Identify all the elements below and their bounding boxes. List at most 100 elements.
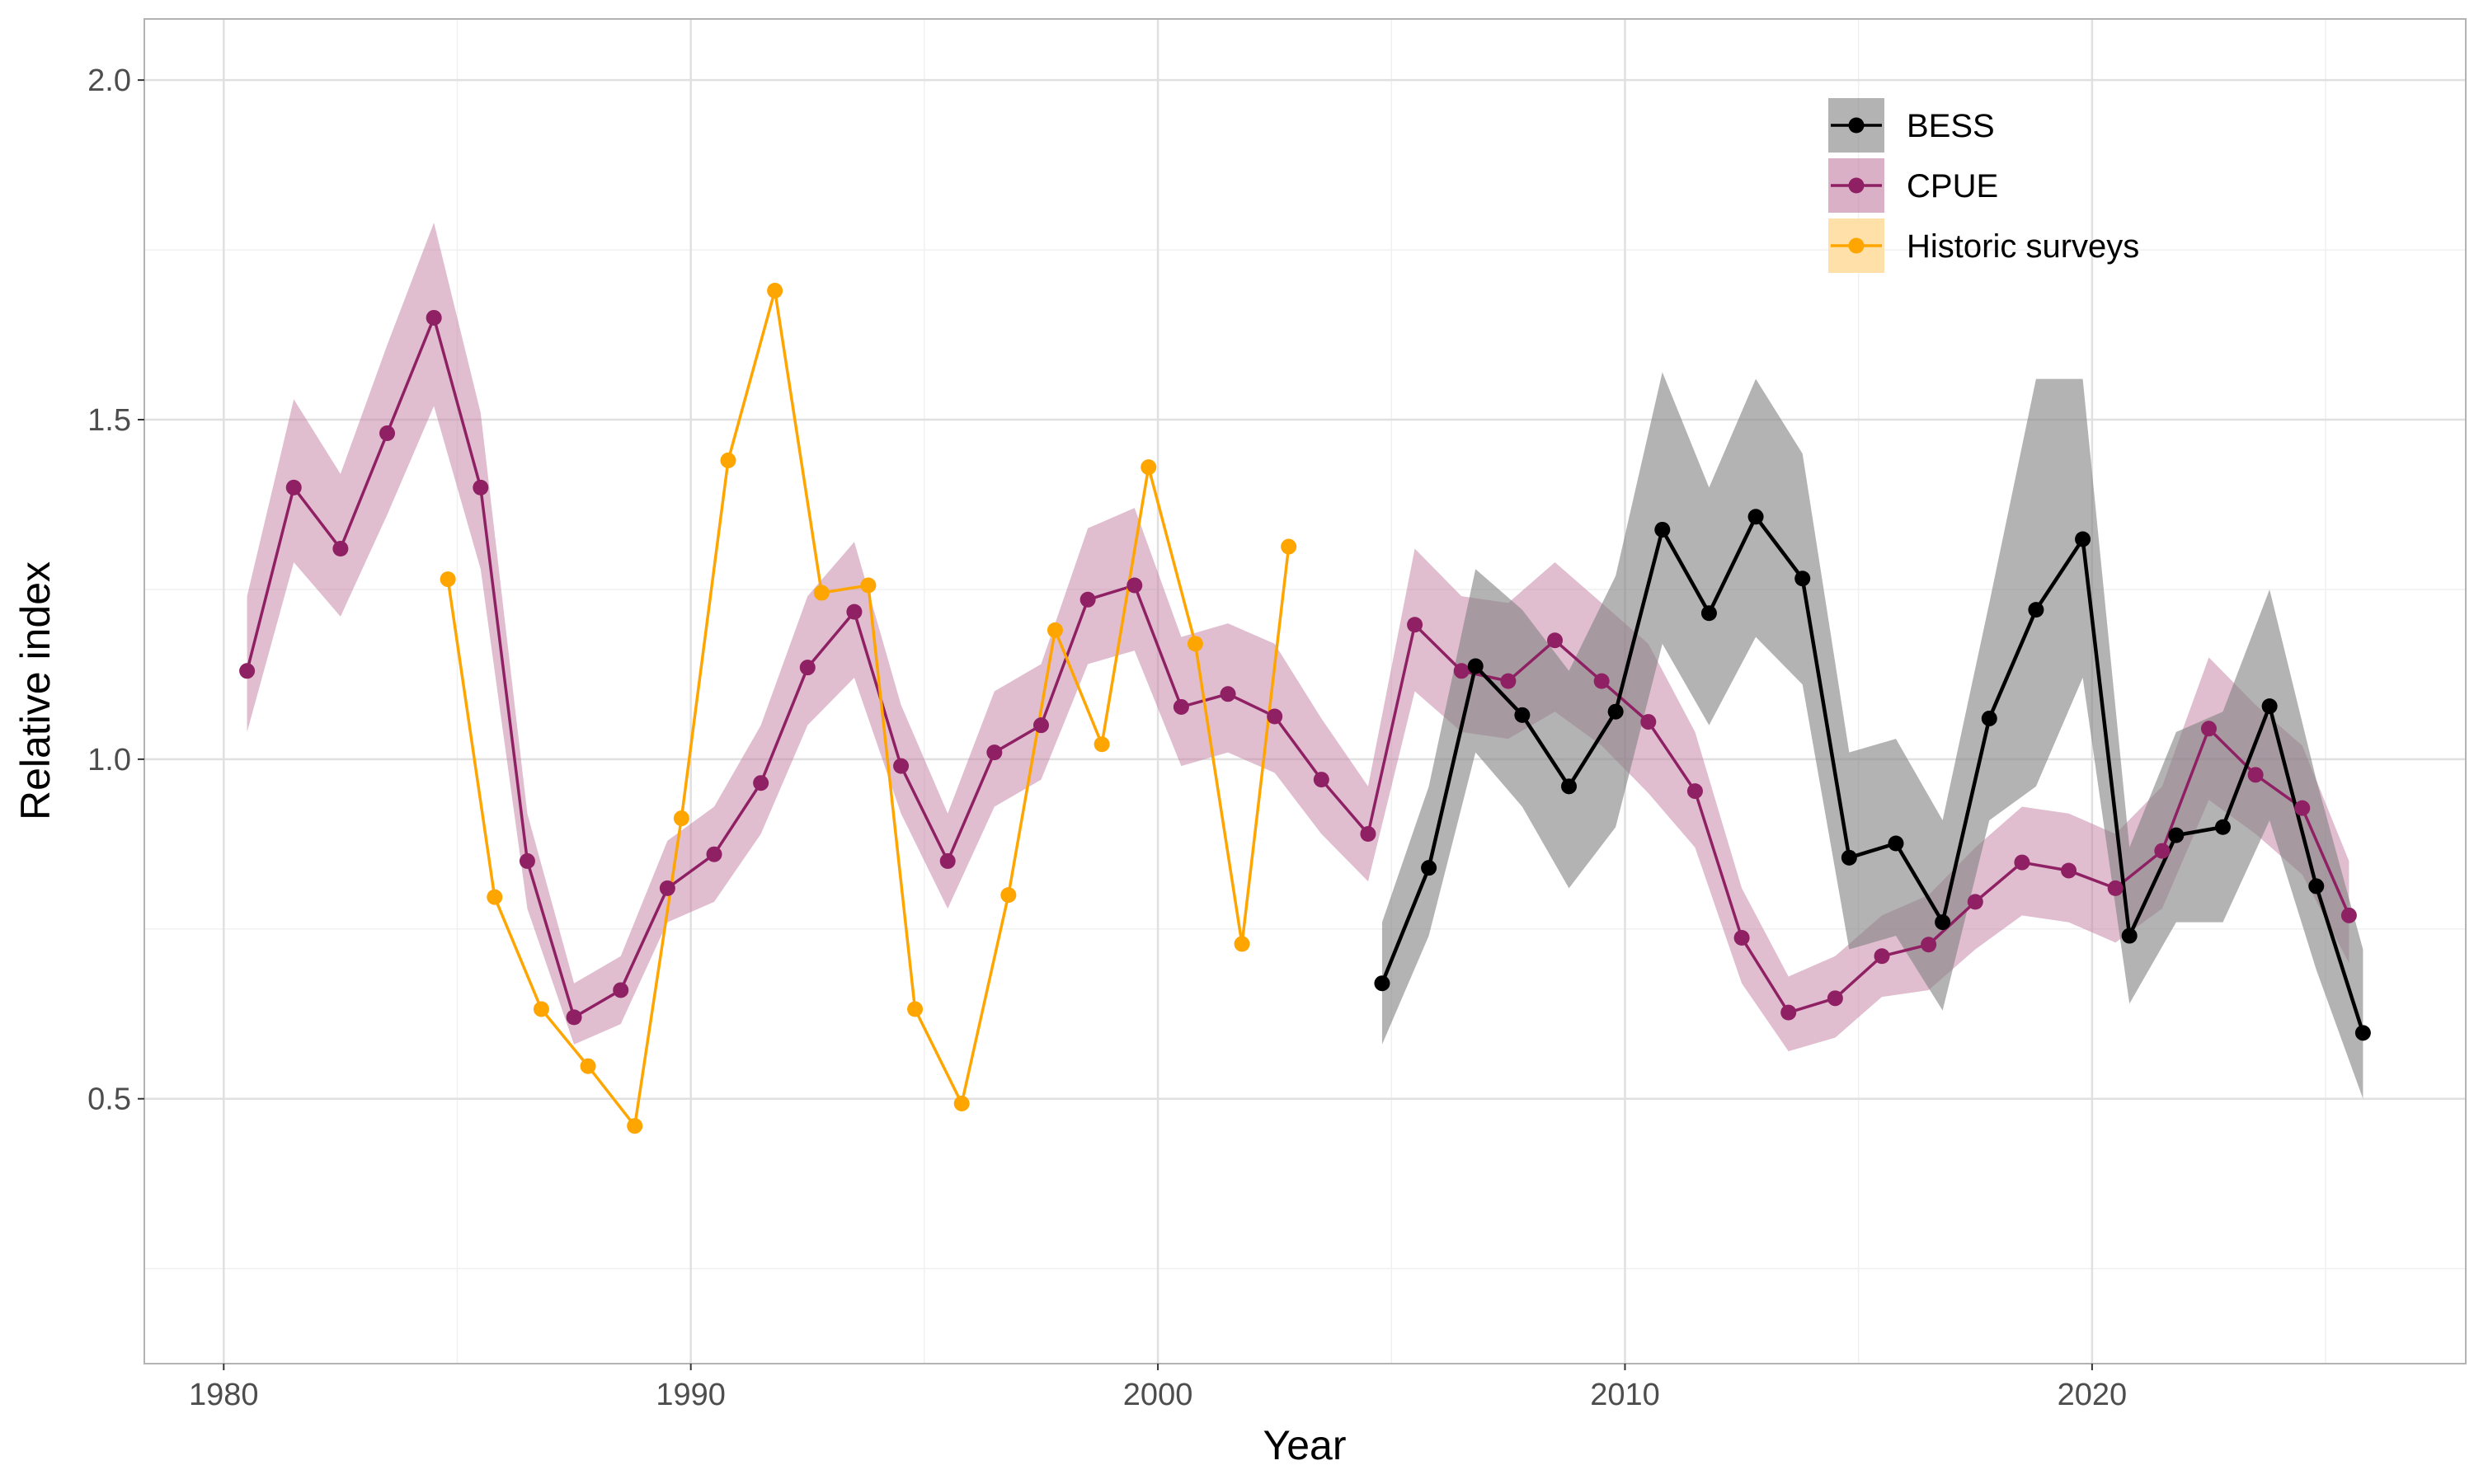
cpue-point xyxy=(2200,721,2217,737)
x-tick-label: 2000 xyxy=(1123,1378,1193,1412)
historic-surveys-point xyxy=(720,452,736,468)
historic-surveys-point xyxy=(1000,887,1017,904)
historic-surveys-point xyxy=(1234,936,1250,952)
bess-point xyxy=(2261,698,2278,715)
cpue-point xyxy=(1547,632,1564,649)
bess-point xyxy=(2121,928,2138,944)
y-tick-label: 0.5 xyxy=(87,1082,131,1117)
y-tick-label: 2.0 xyxy=(87,63,131,98)
bess-point xyxy=(1421,860,1437,876)
y-axis-ticks: 0.5 1.0 1.5 2.0 xyxy=(87,63,144,1117)
bess-point xyxy=(2028,602,2044,618)
cpue-point xyxy=(986,744,1003,761)
historic-surveys-point xyxy=(1047,622,1063,638)
cpue-point xyxy=(1032,717,1049,734)
cpue-point xyxy=(1733,930,1750,946)
cpue-point xyxy=(1220,686,1236,702)
cpue-point xyxy=(659,880,675,896)
cpue-point xyxy=(1126,577,1143,594)
cpue-point xyxy=(1874,948,1890,965)
bess-point xyxy=(1747,509,1764,525)
cpue-point xyxy=(1407,617,1423,633)
x-tick-label: 1980 xyxy=(189,1378,259,1412)
bess-point xyxy=(2075,531,2091,547)
bess-point xyxy=(1607,703,1624,720)
cpue-point xyxy=(426,309,442,326)
legend-label-historic-surveys: Historic surveys xyxy=(1907,228,2139,265)
cpue-point xyxy=(2294,800,2311,816)
cpue-point xyxy=(1079,591,1096,608)
confidence-bands xyxy=(247,223,2363,1099)
cpue-point xyxy=(519,852,535,869)
x-axis-ticks: 1980 1990 2000 2010 2020 xyxy=(189,1364,2127,1412)
cpue-point xyxy=(1640,714,1657,730)
x-tick-label: 1990 xyxy=(656,1378,726,1412)
historic-surveys-point xyxy=(673,810,689,827)
cpue-point xyxy=(285,479,302,495)
cpue-line xyxy=(245,312,2351,1020)
bess-point xyxy=(1841,849,1857,866)
cpue-point xyxy=(239,663,256,679)
cpue-point xyxy=(1173,698,1189,715)
cpue-point xyxy=(2061,862,2077,879)
cpue-point xyxy=(706,846,722,862)
historic-surveys-point xyxy=(860,577,877,594)
bess-point xyxy=(1935,914,1951,931)
cpue-point xyxy=(1921,937,1937,953)
legend-marker-bess xyxy=(1848,117,1865,134)
historic-surveys-point xyxy=(813,585,830,601)
cpue-point xyxy=(1267,708,1283,725)
historic-surveys-point xyxy=(767,282,783,298)
bess-line xyxy=(1380,513,2365,1034)
bess-point xyxy=(1700,605,1717,622)
historic-surveys-point xyxy=(487,889,503,905)
historic-surveys-point xyxy=(1094,736,1110,753)
bess-point xyxy=(2168,827,2185,843)
x-tick-label: 2020 xyxy=(2058,1378,2128,1412)
cpue-point xyxy=(1500,673,1517,689)
y-axis-label: Relative index xyxy=(12,561,59,820)
historic-surveys-point xyxy=(627,1118,643,1134)
bess-point xyxy=(1888,835,1904,852)
cpue-point xyxy=(846,603,863,620)
cpue-point xyxy=(1827,990,1843,1007)
cpue-point xyxy=(1453,663,1470,679)
panel-border xyxy=(143,18,2467,1364)
cpue-point xyxy=(2107,880,2124,896)
historic-surveys-point xyxy=(907,1001,924,1017)
cpue-point xyxy=(2247,767,2264,783)
historic-surveys-point xyxy=(953,1096,970,1112)
historic-surveys-point xyxy=(1187,636,1203,652)
historic-surveys-point xyxy=(580,1058,596,1074)
cpue-point xyxy=(332,541,349,557)
bess-point xyxy=(2308,878,2325,895)
y-tick-label: 1.0 xyxy=(87,743,131,777)
historic-surveys-point xyxy=(1281,538,1297,555)
historic-surveys-point xyxy=(1141,459,1157,476)
cpue-point xyxy=(1686,783,1703,800)
cpue-point xyxy=(893,758,910,774)
legend-label-cpue: CPUE xyxy=(1907,168,1998,204)
bess-point xyxy=(2214,819,2231,835)
cpue-point xyxy=(379,425,396,441)
cpue-point xyxy=(2154,843,2171,859)
bess-point xyxy=(1374,975,1390,992)
bess-point xyxy=(1561,778,1578,795)
cpue-point xyxy=(566,1009,582,1026)
cpue-point xyxy=(1360,825,1376,842)
cpue-point xyxy=(1313,772,1329,788)
bess-point xyxy=(1981,710,1997,726)
bess-point xyxy=(2354,1025,2371,1041)
legend: BESS CPUE Historic surveys xyxy=(1828,98,2139,273)
y-tick-label: 1.5 xyxy=(87,403,131,438)
x-axis-label: Year xyxy=(1263,1422,1346,1468)
legend-label-bess: BESS xyxy=(1907,108,1995,144)
cpue-point xyxy=(799,660,816,676)
historic-surveys-point xyxy=(440,571,456,588)
bess-point xyxy=(1654,521,1671,538)
legend-marker-historic-surveys xyxy=(1848,237,1865,254)
x-tick-label: 2010 xyxy=(1590,1378,1660,1412)
cpue-point xyxy=(613,982,629,998)
bess-point xyxy=(1467,658,1484,674)
bess-point xyxy=(1794,571,1811,587)
